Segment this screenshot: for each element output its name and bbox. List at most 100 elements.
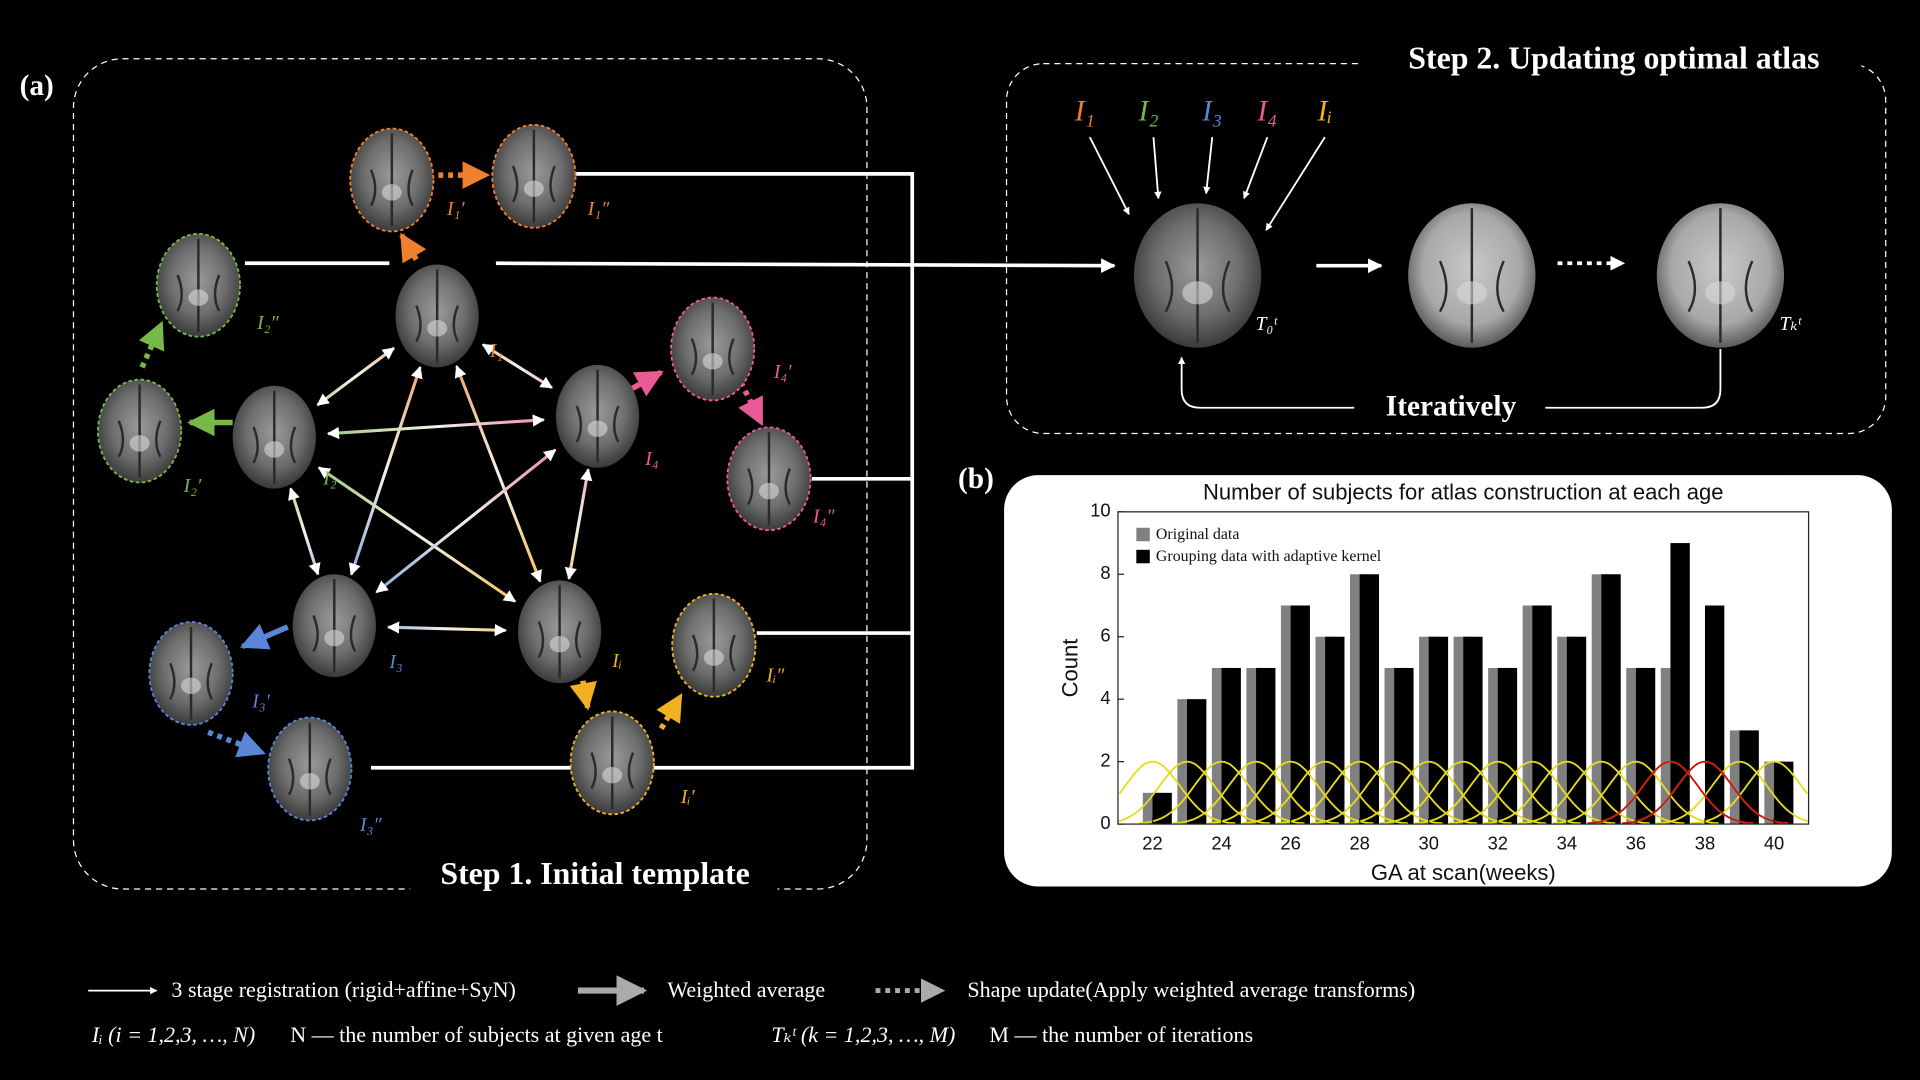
x-tick-label: 34 [1557,833,1577,854]
brain-detail [587,420,608,437]
template-label: T₀ᵗ [1256,314,1279,335]
update-arrow [656,693,684,730]
brain-image [267,716,353,822]
brain-detail [176,238,221,332]
brain-detail [312,579,357,673]
bar [1187,699,1207,825]
bar [1359,574,1380,825]
x-tick-label: 24 [1211,833,1231,854]
brain-detail [117,384,162,478]
brain-detail [129,435,150,452]
kernel-curve [1449,760,1616,825]
y-tick-label: 10 [1090,500,1110,521]
bar [1325,636,1345,825]
kernel-curve [1207,760,1374,825]
legend-label: Grouping data with adaptive kernel [1156,548,1382,565]
kernel-curve [1118,760,1236,825]
brain-image [349,127,435,233]
bar [1394,667,1414,825]
brain-image [517,580,602,684]
legend-text: Shape update(Apply weighted average tran… [967,977,1415,1002]
brain-detail [427,320,448,337]
kernel-curve [1276,760,1443,825]
legend-note: M — the number of iterations [989,1022,1253,1047]
input-label: Iᵢ [1317,96,1332,128]
x-axis-label: GA at scan(weeks) [1371,860,1556,885]
x-tick-label: 30 [1419,833,1439,854]
brain-detail [758,482,779,500]
y-tick-label: 0 [1100,812,1110,833]
y-tick-label: 6 [1100,625,1110,646]
brain-image [670,296,756,402]
brain-detail [299,773,320,790]
x-tick-label: 40 [1764,833,1784,854]
title-bg [1359,36,1862,86]
node-label: I₄′ [773,362,792,383]
legend-swatch [1136,527,1150,542]
loop-arrow [1182,348,1722,409]
brain-image [1133,203,1262,348]
update-arrow [138,320,165,369]
kernel-curve [1587,760,1754,825]
brain-detail [252,390,297,484]
update-arrow [399,232,427,264]
brain-detail [703,649,724,666]
update-arrow [207,729,266,758]
brain-detail [1182,281,1213,305]
bar [1739,730,1759,825]
plot-frame [1117,511,1810,825]
node-label: Iᵢ′ [680,787,696,808]
kernel-curve [1483,760,1650,825]
node-label: Iᵢ [611,651,622,672]
brain-detail [702,353,723,370]
chart-title: Number of subjects for atlas constructio… [1203,479,1723,504]
x-tick-label: 26 [1280,833,1300,854]
brain-image [1656,203,1785,348]
brain-detail [575,369,620,463]
registration-arrow [375,448,557,594]
y-tick-label: 8 [1100,562,1110,583]
brain-detail [369,133,414,227]
update-arrow [569,680,597,711]
node-label: I₁″ [587,199,610,220]
bar [1635,667,1656,825]
brain-detail [1456,281,1488,305]
legend: 3 stage registration (rigid+affine+SyN) … [88,975,1415,1047]
input-label: I₁ [1074,96,1095,128]
brain-detail [549,635,570,653]
node-label: I₁ [489,341,503,362]
bar [1566,636,1587,825]
step-title: Step 2. Updating optimal atlas [1408,41,1819,76]
legend-note: Tₖᵗ (k = 1,2,3, …, M) [771,1022,955,1047]
node-label: Iᵢ″ [766,666,786,687]
kernel-curve [1345,760,1512,825]
brain-image [1408,203,1536,348]
kernel-curve [1242,760,1409,825]
brain-detail [1705,281,1736,305]
brain-detail [287,722,332,816]
brain-detail [264,441,285,458]
connector [495,258,1116,274]
brain-detail [602,766,623,784]
x-tick-label: 36 [1626,833,1646,854]
template-label: Tₖᵗ [1780,314,1803,335]
registration-arrow [288,487,321,576]
brain-image [491,123,577,229]
y-tick-label: 4 [1100,687,1110,708]
bar [1774,761,1794,825]
update-arrow [629,369,664,397]
brain-image [555,364,640,468]
brain-image [155,232,241,338]
node-label: I₂ [322,469,337,490]
legend-text: Weighted average [667,977,825,1002]
brain-detail [1438,208,1505,343]
brain-detail [690,302,735,396]
brain-detail [181,677,202,695]
brain-detail [747,432,791,526]
brain-image [292,574,376,678]
kernel-curve [1656,760,1809,825]
legend-swatch [1136,549,1150,564]
registration-arrow [386,621,507,637]
step-title: Step 1. Initial template [440,856,749,891]
